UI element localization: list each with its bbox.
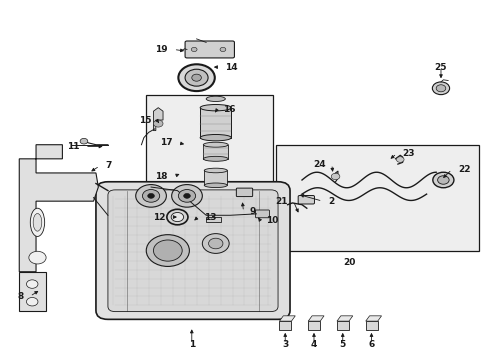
Circle shape (220, 48, 225, 51)
Text: 16: 16 (223, 105, 235, 114)
Polygon shape (153, 108, 163, 131)
Polygon shape (206, 217, 220, 222)
Text: 9: 9 (249, 207, 255, 216)
Circle shape (330, 173, 339, 180)
Text: 21: 21 (275, 197, 287, 206)
Bar (146, 95, 273, 222)
Text: 20: 20 (343, 258, 355, 267)
FancyBboxPatch shape (184, 41, 234, 58)
Polygon shape (279, 316, 295, 321)
Circle shape (432, 172, 453, 188)
Text: 25: 25 (434, 63, 447, 72)
Text: 10: 10 (265, 216, 278, 225)
Text: 18: 18 (155, 172, 167, 181)
Text: 2: 2 (328, 197, 334, 206)
Circle shape (396, 157, 403, 162)
Circle shape (26, 297, 38, 306)
Circle shape (171, 212, 183, 222)
Ellipse shape (200, 104, 231, 111)
Polygon shape (365, 316, 381, 321)
FancyBboxPatch shape (255, 210, 269, 218)
Text: 13: 13 (203, 212, 216, 221)
Text: 8: 8 (18, 292, 24, 301)
Circle shape (208, 238, 223, 249)
FancyBboxPatch shape (236, 188, 252, 197)
Circle shape (191, 48, 197, 51)
Circle shape (147, 193, 154, 198)
Polygon shape (307, 316, 324, 321)
FancyBboxPatch shape (108, 190, 278, 312)
Text: 7: 7 (105, 161, 112, 170)
Polygon shape (279, 321, 291, 330)
Text: 4: 4 (310, 339, 317, 348)
Circle shape (153, 240, 182, 261)
Circle shape (142, 189, 160, 202)
Polygon shape (336, 321, 348, 330)
Ellipse shape (33, 213, 41, 231)
Ellipse shape (206, 96, 225, 102)
Circle shape (178, 64, 214, 91)
Bar (275, 145, 478, 251)
Circle shape (184, 69, 208, 86)
Text: 12: 12 (153, 212, 165, 221)
Circle shape (136, 185, 166, 207)
Circle shape (146, 235, 189, 266)
Ellipse shape (203, 142, 228, 147)
Ellipse shape (200, 135, 231, 141)
Text: 6: 6 (367, 339, 374, 348)
Bar (204, 171, 227, 185)
Circle shape (29, 251, 46, 264)
Circle shape (431, 82, 448, 95)
Circle shape (183, 193, 190, 198)
Text: 11: 11 (66, 142, 79, 151)
Circle shape (26, 280, 38, 288)
Text: 23: 23 (402, 149, 414, 158)
Polygon shape (19, 272, 45, 311)
Ellipse shape (204, 183, 227, 188)
Circle shape (435, 85, 445, 92)
Ellipse shape (203, 156, 228, 161)
Ellipse shape (204, 168, 227, 173)
Bar (203, 145, 228, 159)
Circle shape (437, 176, 448, 184)
Text: 5: 5 (339, 339, 345, 348)
Text: 15: 15 (138, 116, 151, 125)
FancyBboxPatch shape (96, 182, 289, 319)
Bar (200, 108, 231, 138)
Text: 14: 14 (225, 63, 238, 72)
Polygon shape (19, 145, 98, 272)
Circle shape (178, 189, 195, 202)
Polygon shape (307, 321, 320, 330)
Text: 19: 19 (155, 45, 167, 54)
Text: 17: 17 (160, 139, 172, 148)
Circle shape (171, 185, 202, 207)
Text: 22: 22 (457, 165, 469, 174)
Circle shape (202, 234, 229, 253)
Text: 1: 1 (188, 339, 195, 348)
FancyBboxPatch shape (298, 195, 314, 204)
Circle shape (80, 138, 88, 144)
Text: 24: 24 (313, 159, 325, 168)
Circle shape (153, 120, 163, 127)
Polygon shape (336, 316, 352, 321)
Ellipse shape (30, 208, 44, 237)
Circle shape (191, 74, 201, 81)
Text: 3: 3 (282, 339, 288, 348)
Polygon shape (365, 321, 377, 330)
